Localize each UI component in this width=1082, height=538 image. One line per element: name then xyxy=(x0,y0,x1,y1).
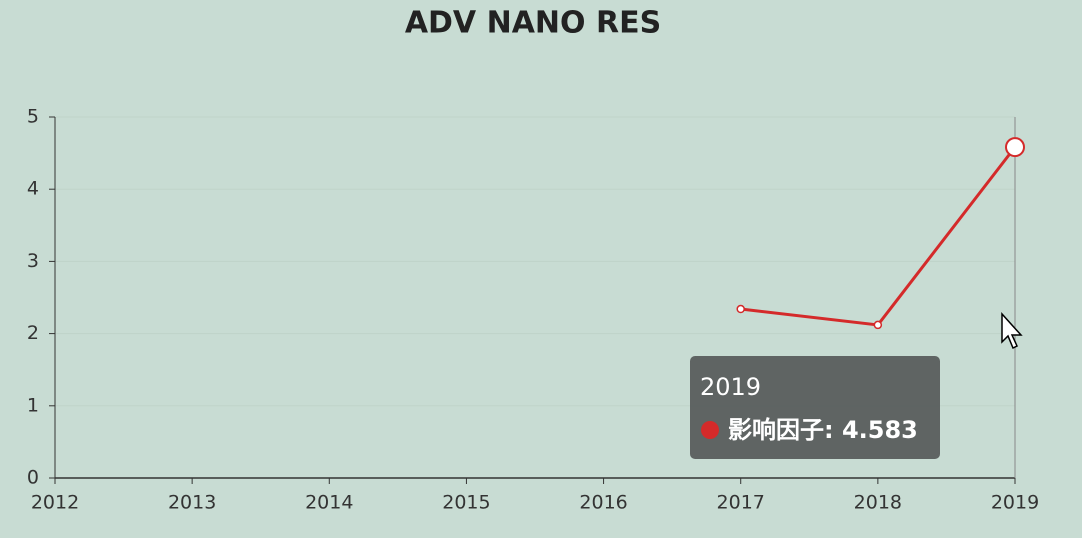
x-tick-label: 2013 xyxy=(168,492,216,514)
x-tick-label: 2015 xyxy=(442,492,490,514)
x-tick-label: 2014 xyxy=(305,492,353,514)
x-tick-label: 2012 xyxy=(31,492,79,514)
cursor xyxy=(1001,312,1023,350)
point xyxy=(736,304,745,314)
point xyxy=(873,320,883,330)
x-tick-label: 2017 xyxy=(717,492,765,514)
y-tick-label: 1 xyxy=(27,394,39,416)
x-tick-label: 2019 xyxy=(991,492,1039,514)
y-tick-label: 4 xyxy=(27,178,39,200)
x-tick-label: 2016 xyxy=(579,492,627,514)
tooltip-title: 2019 xyxy=(700,373,761,401)
y-tick-label: 0 xyxy=(27,467,39,489)
tooltip: 2019 影响因子: 4.583 xyxy=(690,356,940,459)
tooltip-dot xyxy=(701,421,719,439)
point xyxy=(1005,137,1025,158)
tooltip-box xyxy=(690,356,940,459)
chart-title: ADV NANO RES xyxy=(405,6,661,41)
y-tick-label: 2 xyxy=(27,322,39,344)
y-tick-label: 5 xyxy=(27,106,39,128)
tooltip-text: 影响因子: 4.583 xyxy=(728,416,918,444)
y-tick-label: 3 xyxy=(27,250,39,272)
x-tick-label: 2018 xyxy=(854,492,902,514)
